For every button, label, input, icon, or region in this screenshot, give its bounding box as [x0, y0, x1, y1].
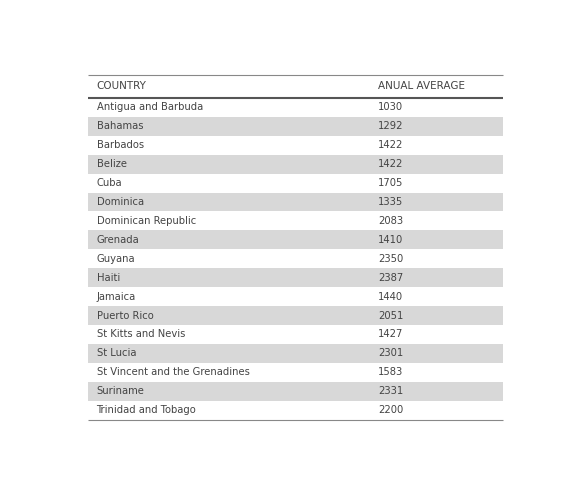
Bar [88, 136, 503, 155]
Bar [88, 268, 503, 287]
Bar [88, 249, 503, 268]
Bar [88, 363, 503, 382]
Bar [88, 98, 503, 117]
Bar [88, 174, 503, 193]
Text: 1410: 1410 [378, 235, 403, 245]
Text: ANUAL AVERAGE: ANUAL AVERAGE [378, 81, 465, 91]
Text: 2301: 2301 [378, 348, 403, 358]
Text: Dominica: Dominica [97, 197, 143, 207]
Bar [88, 117, 503, 136]
Text: 1705: 1705 [378, 178, 403, 188]
Text: 2387: 2387 [378, 272, 403, 283]
Text: 2083: 2083 [378, 216, 403, 226]
Text: 1427: 1427 [378, 330, 403, 339]
Text: Haiti: Haiti [97, 272, 120, 283]
Text: Grenada: Grenada [97, 235, 139, 245]
Text: 2200: 2200 [378, 405, 403, 415]
Bar [88, 344, 503, 363]
Text: Guyana: Guyana [97, 254, 135, 264]
Bar [88, 306, 503, 325]
Bar [88, 287, 503, 306]
Text: Belize: Belize [97, 159, 127, 169]
Bar [88, 401, 503, 420]
Text: Antigua and Barbuda: Antigua and Barbuda [97, 103, 203, 112]
Text: 2331: 2331 [378, 386, 403, 396]
Text: 1030: 1030 [378, 103, 403, 112]
Bar [88, 212, 503, 230]
Text: Cuba: Cuba [97, 178, 122, 188]
Bar [88, 155, 503, 174]
Bar [88, 325, 503, 344]
Text: 2051: 2051 [378, 311, 403, 320]
Text: 1422: 1422 [378, 140, 403, 150]
Text: 1422: 1422 [378, 159, 403, 169]
Text: 1335: 1335 [378, 197, 403, 207]
Text: Trinidad and Tobago: Trinidad and Tobago [97, 405, 196, 415]
Text: Puerto Rico: Puerto Rico [97, 311, 153, 320]
Text: St Kitts and Nevis: St Kitts and Nevis [97, 330, 185, 339]
Text: Jamaica: Jamaica [97, 291, 136, 302]
Text: Barbados: Barbados [97, 140, 143, 150]
Bar [88, 382, 503, 401]
Bar [88, 230, 503, 249]
Text: 1292: 1292 [378, 121, 403, 131]
Text: 1583: 1583 [378, 367, 403, 378]
Text: Suriname: Suriname [97, 386, 145, 396]
Text: St Vincent and the Grenadines: St Vincent and the Grenadines [97, 367, 249, 378]
Text: 2350: 2350 [378, 254, 403, 264]
Text: Bahamas: Bahamas [97, 121, 143, 131]
Text: Dominican Republic: Dominican Republic [97, 216, 196, 226]
Text: COUNTRY: COUNTRY [97, 81, 146, 91]
Text: 1440: 1440 [378, 291, 403, 302]
Text: St Lucia: St Lucia [97, 348, 136, 358]
Bar [88, 193, 503, 212]
